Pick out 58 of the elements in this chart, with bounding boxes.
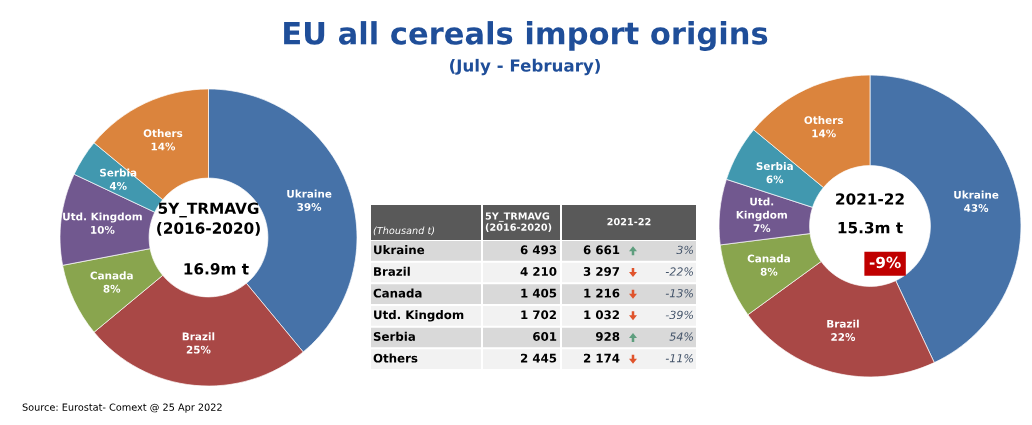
data-label: -11% <box>665 353 693 363</box>
data-label: 6 661 <box>583 245 620 255</box>
data-label: 3% <box>676 245 693 255</box>
data-label: 4% <box>109 181 127 190</box>
data-label: 39% <box>297 203 322 211</box>
series-label: 2021-22 <box>607 217 651 226</box>
data-label: 1 405 <box>521 288 557 298</box>
data-label: 43% <box>964 204 989 212</box>
source-note: Source: Eurostat- Comext @ 25 Apr 2022 <box>22 403 222 413</box>
data-label: 4 210 <box>520 267 557 276</box>
slice-label: Ukraine <box>954 190 999 199</box>
slice-label: Others <box>143 129 183 138</box>
data-label: 14% <box>812 129 836 138</box>
text: 16.9m t <box>184 263 249 275</box>
data-label: 8% <box>103 284 121 293</box>
data-label: 54% <box>669 332 693 341</box>
text: (July - February) <box>450 58 600 76</box>
slice-label: Ukraine <box>287 189 332 198</box>
data-label: 25% <box>186 345 211 354</box>
category-label: Serbia <box>373 331 415 341</box>
data-label: 601 <box>533 332 557 341</box>
data-label: 6 493 <box>520 245 557 255</box>
data-label: 2 445 <box>520 353 557 363</box>
data-label: 7% <box>753 224 771 233</box>
data-label: -13% <box>665 288 693 298</box>
data-label: 6% <box>766 175 784 184</box>
data-label: 928 <box>595 332 620 341</box>
text: (Thousand t) <box>373 226 435 236</box>
text: -9% <box>869 256 901 269</box>
slice-label: Brazil <box>182 332 215 341</box>
data-label: -22% <box>665 267 693 276</box>
text: 15.3m t <box>838 221 903 234</box>
category-label: Utd. Kingdom <box>374 310 464 322</box>
slice-label: Utd. Kingdom <box>63 212 142 223</box>
category-label: Others <box>373 353 418 363</box>
data-label: 1 032 <box>584 310 619 320</box>
data-label: 8% <box>760 267 778 276</box>
category-label: Brazil <box>374 266 410 276</box>
data-label: 3 297 <box>583 267 620 276</box>
slice-label: Others <box>804 115 844 125</box>
slice-label: Canada <box>90 271 133 280</box>
slice-label: Utd. Kingdom <box>736 197 787 221</box>
data-label: 2 174 <box>583 353 620 363</box>
slice-label: Canada <box>747 254 790 263</box>
slice-label: Serbia <box>756 161 793 171</box>
series-label: 5Y_TRMAVG (2016-2020) <box>485 212 552 232</box>
category-label: Ukraine <box>374 245 425 255</box>
data-label: 22% <box>831 333 856 341</box>
data-label: 14% <box>151 142 176 151</box>
slice-label: Brazil <box>827 319 859 328</box>
text: 5Y_TRMAVG (2016-2020) <box>157 202 260 236</box>
data-label: 1 702 <box>521 310 556 320</box>
text: EU all cereals import origins <box>284 21 768 51</box>
data-label: -39% <box>665 310 693 320</box>
text: 2021-22 <box>836 193 904 205</box>
data-label: 10% <box>91 225 115 234</box>
data-label: 1 216 <box>584 288 620 298</box>
category-label: Canada <box>373 288 422 298</box>
